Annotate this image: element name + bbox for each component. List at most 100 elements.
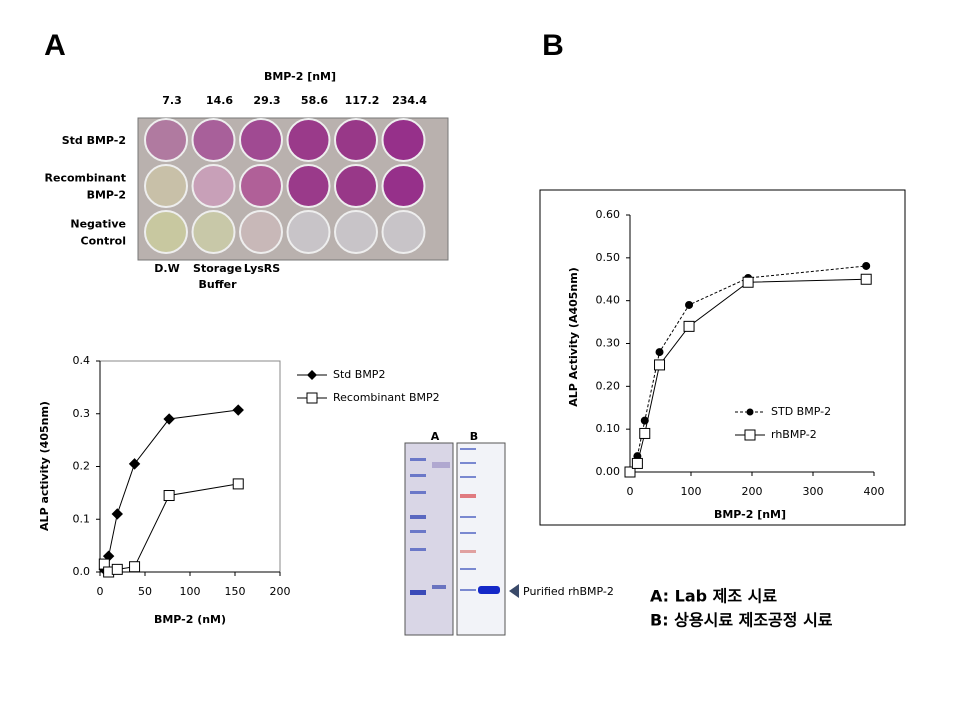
well: [239, 210, 283, 254]
y-tick-label: 0.1: [73, 512, 91, 525]
marker: [624, 466, 636, 478]
marker: [129, 561, 141, 573]
arrow: [509, 584, 519, 598]
gel-lane-label: A: [431, 430, 440, 443]
y-tick-label: 0.4: [73, 354, 91, 367]
marker: [631, 457, 643, 469]
concentration-label: 117.2: [345, 94, 380, 107]
note: A: Lab 제조 시료: [650, 587, 777, 606]
gel-bands: [410, 448, 500, 595]
control-label: LysRS: [244, 262, 280, 275]
line-chart: 0.0 0.1 0.2 0.3 0.4 0 50 100 150 200 BMP-2 (nM) ALP…: [38, 354, 440, 626]
well: [286, 164, 331, 208]
marker: [655, 348, 664, 357]
series-line: [629, 278, 867, 473]
well: [239, 118, 283, 162]
gel-lane: [404, 442, 454, 636]
marker: [742, 276, 754, 288]
row-label: Control: [81, 235, 126, 248]
gel-lane-label: B: [470, 430, 478, 443]
marker: [232, 404, 244, 416]
y-tick-label: 0.30: [596, 337, 621, 350]
well: [381, 164, 426, 208]
marker: [128, 458, 141, 470]
gel-lane: [456, 442, 506, 636]
x-tick-label: 100: [681, 485, 702, 498]
well: [144, 210, 188, 254]
marker: [111, 508, 123, 520]
panel-label: B: [542, 29, 564, 62]
marker: [307, 370, 317, 380]
well: [334, 118, 378, 162]
row-label: Recombinant: [45, 172, 126, 185]
marker: [639, 427, 651, 439]
y-tick-label: 0.20: [596, 379, 621, 392]
legend-label: Std BMP2: [333, 368, 385, 381]
y-tick-label: 0.00: [596, 465, 621, 478]
marker: [163, 490, 175, 502]
x-tick-label: 0: [97, 585, 104, 598]
marker: [746, 408, 754, 416]
concentration-label: 14.6: [206, 94, 233, 107]
x-tick-label: 0: [627, 485, 634, 498]
y-tick-label: 0.40: [596, 294, 621, 307]
plot-frame: [99, 360, 281, 573]
legend-label: Recombinant BMP2: [333, 391, 440, 404]
well: [381, 118, 426, 162]
legend-label: rhBMP-2: [771, 428, 817, 441]
well: [191, 210, 236, 254]
well: [334, 210, 378, 254]
marker: [232, 478, 244, 490]
x-tick-label: 300: [803, 485, 824, 498]
row-label: BMP-2: [87, 189, 126, 202]
marker: [306, 392, 318, 404]
well: [191, 118, 236, 162]
x-tick-label: 400: [864, 485, 885, 498]
series-line: [636, 265, 867, 457]
plate-title: BMP-2 [nM]: [264, 70, 336, 83]
marker: [744, 429, 756, 441]
well: [144, 118, 188, 162]
x-axis-label: BMP-2 (nM): [154, 613, 226, 626]
x-axis-label: BMP-2 [nM]: [714, 508, 786, 521]
well: [144, 164, 188, 208]
marker: [860, 273, 872, 285]
x-tick-label: 150: [225, 585, 246, 598]
well: [191, 164, 236, 208]
control-label: Buffer: [198, 278, 237, 291]
panel-label: A: [44, 29, 66, 62]
control-label: Storage: [193, 262, 242, 275]
marker: [685, 300, 694, 309]
well: [286, 210, 331, 254]
y-tick-label: 0.50: [596, 251, 621, 264]
y-tick-label: 0.2: [73, 460, 91, 473]
concentration-label: 29.3: [253, 94, 280, 107]
concentration-label: 58.6: [301, 94, 328, 107]
control-label: D.W: [154, 262, 179, 275]
well: [239, 164, 283, 208]
well: [286, 118, 331, 162]
concentration-label: 7.3: [162, 94, 182, 107]
well: [334, 164, 378, 208]
y-tick-label: 0.0: [73, 565, 91, 578]
legend-label: STD BMP-2: [771, 405, 831, 418]
concentration-label: 234.4: [392, 94, 427, 107]
marker: [640, 416, 649, 425]
row-label: Std BMP-2: [62, 134, 126, 147]
marker: [163, 413, 175, 425]
marker: [683, 320, 695, 332]
chart-frame: [539, 189, 906, 526]
y-tick-label: 0.60: [596, 208, 621, 221]
y-axis-label: ALP Activity (A405nm): [567, 267, 580, 407]
y-tick-label: 0.10: [596, 422, 621, 435]
x-tick-label: 200: [270, 585, 291, 598]
marker: [111, 563, 123, 575]
note: B: 상용시료 제조공정 시료: [650, 611, 833, 630]
gel-annotation: Purified rhBMP-2: [523, 585, 614, 598]
row-label: Negative: [70, 218, 126, 231]
series-line: [103, 409, 239, 570]
x-tick-label: 50: [138, 585, 152, 598]
marker: [862, 261, 871, 270]
